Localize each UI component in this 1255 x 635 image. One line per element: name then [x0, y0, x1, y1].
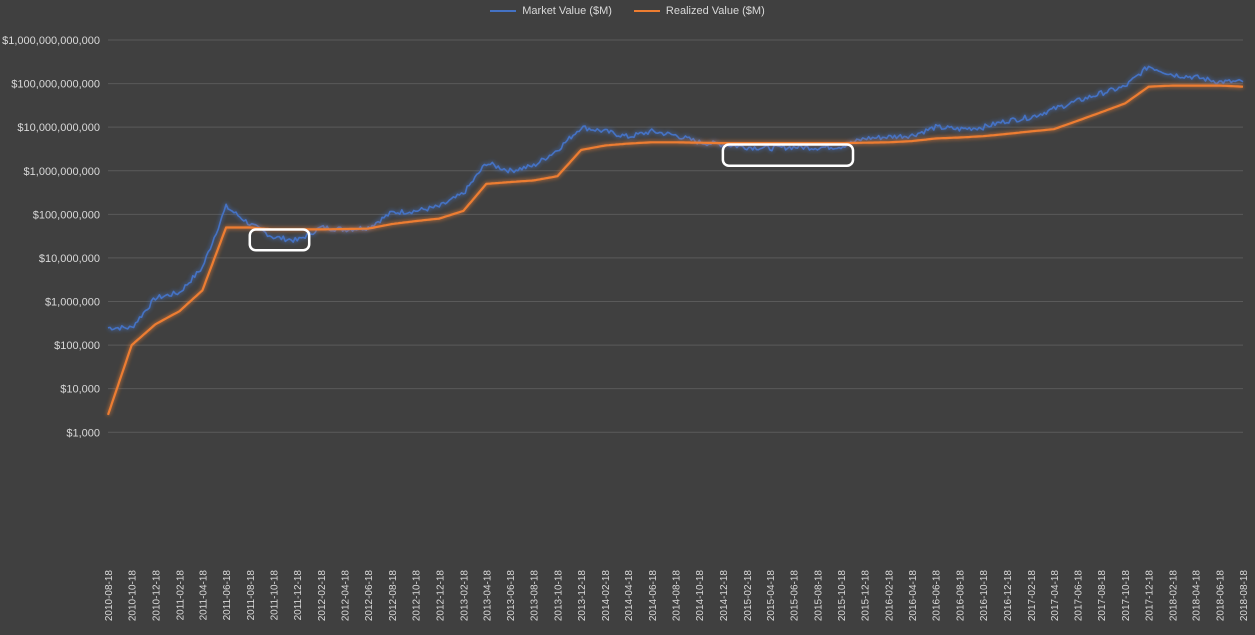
x-axis: 2010-08-18 2010-10-18 2010-12-18 2011-02-18…	[104, 570, 1250, 622]
x-tick-label: 2016-06-18	[932, 570, 943, 622]
x-tick-label: 2012-10-18	[412, 570, 423, 622]
x-tick-label: 2014-08-18	[672, 570, 683, 622]
legend-item-market-value: Market Value ($M)	[490, 5, 612, 17]
x-tick-label: 2012-02-18	[317, 570, 328, 622]
y-tick-label: $100,000	[54, 340, 100, 352]
series-lines	[106, 65, 1244, 416]
x-tick-label: 2017-10-18	[1121, 570, 1132, 622]
chart-legend: Market Value ($M) Realized Value ($M)	[0, 5, 1255, 17]
x-tick-label: 2018-04-18	[1192, 570, 1203, 622]
x-tick-label: 2016-10-18	[979, 570, 990, 622]
x-tick-label: 2011-04-18	[198, 570, 209, 621]
x-tick-label: 2013-12-18	[577, 570, 588, 622]
legend-swatch-market-value	[490, 10, 517, 12]
x-tick-label: 2018-06-18	[1215, 570, 1226, 622]
x-tick-label: 2013-08-18	[530, 570, 541, 622]
x-tick-label: 2017-02-18	[1027, 570, 1038, 622]
y-tick-label: $10,000,000,000	[17, 122, 100, 134]
x-tick-label: 2014-04-18	[624, 570, 635, 622]
x-tick-label: 2014-06-18	[648, 570, 659, 622]
series-line-market-value-m	[107, 65, 1244, 331]
x-tick-label: 2018-08-18	[1239, 570, 1250, 622]
x-tick-label: 2015-08-18	[813, 570, 824, 622]
x-tick-label: 2014-12-18	[719, 570, 730, 622]
x-tick-label: 2012-12-18	[435, 570, 446, 622]
x-tick-label: 2012-06-18	[364, 570, 375, 622]
y-tick-label: $1,000	[66, 427, 100, 439]
x-tick-label: 2013-10-18	[553, 570, 564, 622]
y-tick-label: $10,000	[60, 384, 100, 396]
x-tick-label: 2017-08-18	[1097, 570, 1108, 622]
y-tick-label: $100,000,000	[33, 209, 100, 221]
x-tick-label: 2015-12-18	[861, 570, 872, 622]
x-tick-label: 2012-08-18	[388, 570, 399, 622]
x-tick-label: 2012-04-18	[341, 570, 352, 622]
x-tick-label: 2013-02-18	[459, 570, 470, 622]
x-tick-label: 2015-02-18	[743, 570, 754, 622]
legend-swatch-realized-value	[633, 10, 660, 12]
annotations	[248, 143, 855, 252]
x-tick-label: 2015-06-18	[790, 570, 801, 622]
x-tick-label: 2016-12-18	[1003, 570, 1014, 622]
legend-item-realized-value: Realized Value ($M)	[633, 5, 765, 17]
x-tick-label: 2015-04-18	[766, 570, 777, 622]
gridlines	[108, 39, 1243, 433]
y-tick-label: $100,000,000,000	[11, 79, 100, 91]
legend-label-market-value: Market Value ($M)	[522, 5, 612, 17]
x-tick-label: 2011-06-18	[222, 570, 233, 621]
y-tick-label: $1,000,000,000	[24, 166, 100, 178]
x-tick-label: 2010-10-18	[128, 570, 139, 622]
x-tick-label: 2016-08-18	[955, 570, 966, 622]
x-tick-label: 2015-10-18	[837, 570, 848, 622]
x-tick-label: 2011-10-18	[269, 570, 280, 621]
x-tick-label: 2010-08-18	[104, 570, 115, 622]
y-tick-label: $1,000,000,000,000	[2, 35, 100, 47]
y-tick-label: $10,000,000	[39, 253, 100, 265]
x-tick-label: 2016-02-18	[885, 570, 896, 622]
x-tick-label: 2018-02-18	[1169, 570, 1180, 622]
x-tick-label: 2011-08-18	[246, 570, 257, 621]
x-tick-label: 2014-02-18	[601, 570, 612, 622]
x-tick-label: 2010-12-18	[151, 570, 162, 622]
x-tick-label: 2011-12-18	[293, 570, 304, 621]
x-tick-label: 2011-02-18	[175, 570, 186, 621]
y-axis: $1,000,000,000,000 $100,000,000,000 $10,00…	[2, 35, 100, 439]
x-tick-label: 2016-04-18	[908, 570, 919, 622]
x-tick-label: 2014-10-18	[695, 570, 706, 622]
highlight-box	[248, 228, 311, 252]
x-tick-label: 2013-04-18	[482, 570, 493, 622]
x-tick-label: 2017-12-18	[1145, 570, 1156, 622]
highlight-box	[721, 143, 855, 168]
x-tick-label: 2017-04-18	[1050, 570, 1061, 622]
x-tick-label: 2013-06-18	[506, 570, 517, 622]
legend-label-realized-value: Realized Value ($M)	[665, 5, 765, 17]
y-tick-label: $1,000,000	[45, 297, 100, 309]
x-tick-label: 2017-06-18	[1074, 570, 1085, 622]
